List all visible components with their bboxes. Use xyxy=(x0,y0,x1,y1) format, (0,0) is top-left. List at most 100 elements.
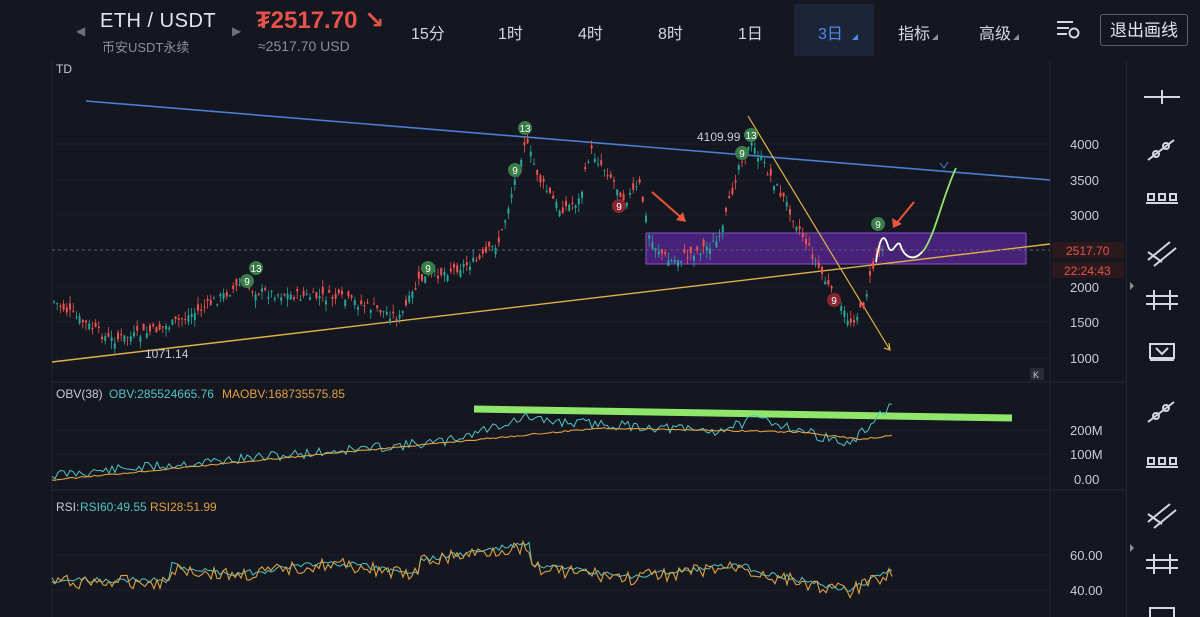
advanced-button[interactable]: 高级 xyxy=(979,26,1012,43)
shape-tool-icon[interactable] xyxy=(1149,343,1175,361)
timeframe-3d-highlight[interactable] xyxy=(794,4,874,56)
candle-body xyxy=(120,333,123,336)
candle-body xyxy=(366,302,369,304)
candle-body xyxy=(481,249,484,254)
rect-tool-icon-2[interactable] xyxy=(1146,457,1178,468)
candle-body xyxy=(673,259,676,263)
parallel-channel-tool-icon[interactable] xyxy=(1147,241,1177,267)
candle-body xyxy=(414,288,417,290)
candle-body xyxy=(309,297,311,300)
timeframe-15m[interactable]: 15分 xyxy=(411,26,445,43)
toolbar-expand-icon-2[interactable] xyxy=(1130,544,1134,552)
candle-body xyxy=(75,316,78,318)
candle-body xyxy=(712,240,715,242)
candle-body xyxy=(443,271,446,276)
timeframe-1d[interactable]: 1日 xyxy=(738,26,763,43)
prev-symbol-arrow-icon[interactable]: ◀ xyxy=(76,24,86,38)
candle-body xyxy=(213,298,215,300)
candle-body xyxy=(392,311,395,314)
candle-body xyxy=(405,299,407,306)
candle-body xyxy=(389,318,391,323)
candle-body xyxy=(677,260,679,267)
candle-body xyxy=(91,327,94,330)
price-tag-bg xyxy=(1052,242,1124,258)
candle-body xyxy=(629,192,631,195)
toolbar-expand-icon[interactable] xyxy=(1130,282,1134,290)
timeframe-4h[interactable]: 4时 xyxy=(578,26,603,43)
candle-body xyxy=(683,249,686,253)
candle-body xyxy=(437,275,439,279)
candle-body xyxy=(283,293,286,296)
candle-body xyxy=(219,294,222,297)
chart-settings-icon[interactable] xyxy=(1056,18,1080,40)
candle-body xyxy=(840,305,843,311)
td-marker-bg xyxy=(249,261,263,275)
candle-body xyxy=(315,292,318,299)
horizontal-line-tool-icon[interactable] xyxy=(1144,90,1180,104)
candle-body xyxy=(462,263,465,267)
candle-body xyxy=(552,195,555,199)
top-bar xyxy=(0,0,1200,60)
candle-body xyxy=(347,291,350,297)
candle-body xyxy=(433,270,436,272)
trend-line-tool-icon-2[interactable] xyxy=(1147,401,1175,423)
support-trendline[interactable] xyxy=(51,243,1051,363)
candle-body xyxy=(261,288,263,292)
td-marker-bg xyxy=(735,146,749,160)
obv-title[interactable]: OBV(38) xyxy=(56,387,103,401)
candle-body xyxy=(545,190,548,192)
candle-body xyxy=(280,297,283,301)
candle-body xyxy=(485,246,487,253)
scroll-latest-button[interactable] xyxy=(1030,368,1044,380)
fib-tool-icon[interactable] xyxy=(1146,290,1178,310)
rsi60-value: RSI60:49.55 xyxy=(80,500,147,514)
obv-resistance-line[interactable] xyxy=(473,405,1013,422)
candle-body xyxy=(734,180,737,183)
resistance-trendline[interactable] xyxy=(85,100,1051,181)
td-marker: 13 xyxy=(250,264,262,275)
downtrend-line[interactable] xyxy=(747,115,891,351)
candle-body xyxy=(401,311,404,313)
candle-body xyxy=(136,325,139,331)
exit-drawing-button[interactable]: 退出画线 xyxy=(1100,14,1188,46)
supply-zone-rect[interactable] xyxy=(645,232,1027,265)
candle-body xyxy=(881,249,884,251)
parallel-channel-tool-icon-2[interactable] xyxy=(1147,503,1177,529)
candle-body xyxy=(72,310,75,312)
candle-body xyxy=(869,271,871,276)
candle-body xyxy=(488,241,491,247)
candle-body xyxy=(792,220,795,222)
candle-body xyxy=(728,196,731,199)
candle-body xyxy=(686,257,689,259)
timeframe-1h[interactable]: 1时 xyxy=(498,26,523,43)
candle-body xyxy=(590,145,593,149)
timeframe-8h[interactable]: 8时 xyxy=(658,26,683,43)
timeframe-3d[interactable]: 3日 xyxy=(818,26,843,43)
fib-tool-icon-2[interactable] xyxy=(1146,554,1178,574)
rsi-title[interactable]: RSI: xyxy=(56,500,79,514)
candle-body xyxy=(645,215,647,223)
td-marker: 13 xyxy=(519,124,531,135)
axis-tick-1500: 1500 xyxy=(1070,315,1099,330)
last-price: ₮2517.70 ↘ xyxy=(256,7,385,34)
td-marker-bg xyxy=(612,199,626,213)
candle-body xyxy=(472,257,475,262)
rect-tool-icon[interactable] xyxy=(1146,193,1178,204)
candle-body xyxy=(225,292,228,297)
candle-body xyxy=(526,138,529,143)
next-symbol-arrow-icon[interactable]: ▶ xyxy=(232,24,242,38)
shape-tool-icon-2[interactable] xyxy=(1149,607,1175,617)
countdown-tag-bg xyxy=(1052,262,1124,278)
td-indicator-label[interactable]: TD xyxy=(56,62,72,76)
candle-body xyxy=(798,225,801,230)
candle-body xyxy=(152,324,155,327)
trend-line-tool-icon[interactable] xyxy=(1147,139,1175,161)
candle-body xyxy=(85,320,87,323)
candle-body xyxy=(149,325,151,332)
candle-body xyxy=(264,288,267,291)
symbol-name[interactable]: ETH / USDT xyxy=(100,10,217,32)
candle-body xyxy=(661,249,663,254)
indicators-button[interactable]: 指标 xyxy=(898,26,931,43)
candle-body xyxy=(62,303,65,310)
